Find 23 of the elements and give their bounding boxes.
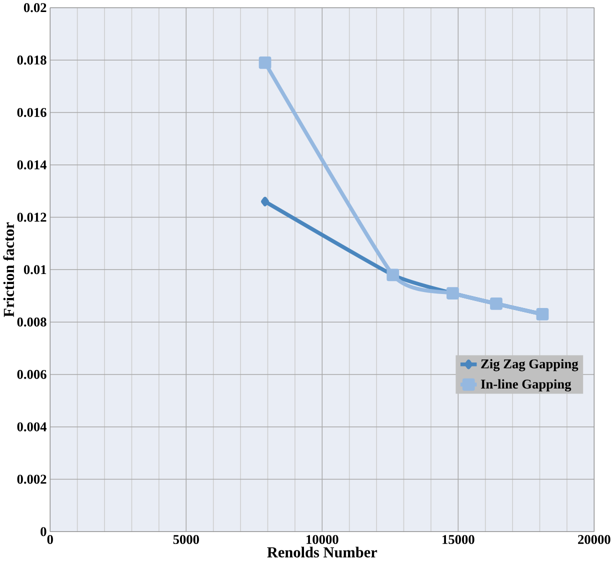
y-tick-label: 0.006 bbox=[17, 370, 46, 380]
legend-label: In-line Gapping bbox=[480, 379, 572, 392]
x-tick-label: 0 bbox=[47, 535, 53, 544]
y-tick-label: 0.01 bbox=[24, 265, 46, 274]
x-tick-label: 15000 bbox=[442, 535, 474, 544]
x-tick-label: 10000 bbox=[306, 535, 338, 544]
y-tick-label: 0 bbox=[40, 527, 46, 536]
y-tick-label: 0.014 bbox=[17, 160, 47, 170]
x-tick-label: 20000 bbox=[578, 535, 610, 544]
y-tick-label: 0.016 bbox=[17, 108, 46, 118]
point bbox=[260, 196, 270, 206]
y-tick-label: 0.002 bbox=[17, 474, 46, 484]
y-tick-label: 0.02 bbox=[24, 3, 46, 12]
x-tick-label: 5000 bbox=[173, 535, 199, 544]
y-tick-label: 0.004 bbox=[17, 422, 47, 432]
legend-label: Zig Zag Gapping bbox=[481, 359, 578, 372]
x-axis-title: Renolds Number bbox=[267, 546, 378, 558]
y-axis-title: Friction factor bbox=[3, 222, 14, 318]
y-tick-label: 0.008 bbox=[17, 318, 46, 327]
y-tick-label: 0.012 bbox=[17, 212, 46, 222]
point bbox=[386, 268, 400, 282]
point bbox=[258, 56, 272, 70]
y-tick-label: 0.018 bbox=[17, 56, 46, 65]
